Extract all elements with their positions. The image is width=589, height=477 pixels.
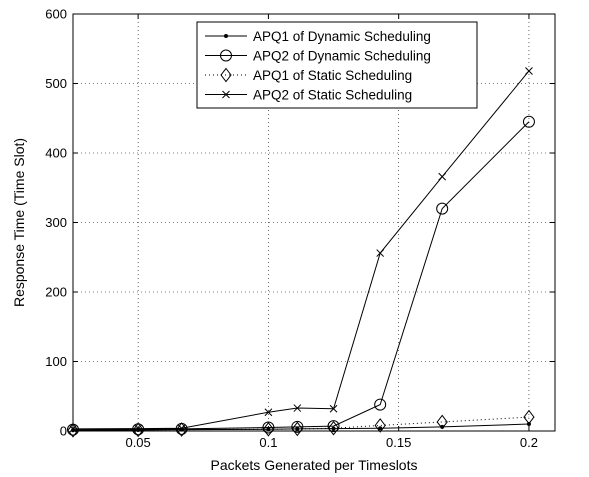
legend-entry: APQ1 of Dynamic Scheduling <box>205 29 431 44</box>
series-group <box>67 67 535 438</box>
data-point-circle <box>327 420 340 433</box>
x-tick-label: 0.2 <box>520 435 538 450</box>
x-tick-label: 0.05 <box>125 435 150 450</box>
data-point-diamond <box>436 414 448 430</box>
legend-label: APQ2 of Static Scheduling <box>253 88 412 103</box>
y-tick-label: 100 <box>45 354 67 369</box>
data-point-diamond <box>220 67 232 83</box>
y-tick-label: 400 <box>45 146 67 161</box>
y-tick-label: 300 <box>45 215 67 230</box>
x-tick-label: 0.1 <box>259 435 277 450</box>
series-2 <box>67 115 535 436</box>
data-point-circle <box>436 202 449 215</box>
data-point-diamond <box>291 421 303 437</box>
y-tick-label: 500 <box>45 76 67 91</box>
data-point-x <box>525 67 533 75</box>
data-point-x <box>438 172 447 181</box>
legend-label: APQ2 of Dynamic Scheduling <box>253 49 431 64</box>
series-line <box>72 121 530 431</box>
series-line <box>72 416 529 431</box>
data-point-diamond <box>67 422 79 438</box>
legend-entry: APQ1 of Static Scheduling <box>205 67 412 83</box>
data-point-diamond <box>523 409 535 425</box>
data-point-circle <box>291 420 304 433</box>
data-point-x <box>329 404 338 413</box>
data-point-circle <box>220 49 232 62</box>
data-point-dot <box>378 426 383 431</box>
data-point-diamond <box>132 422 144 438</box>
axis-ticks: 0.05 0.1 0.15 0.2 0 100 200 300 400 500 600 <box>45 7 555 450</box>
data-point-diamond <box>262 421 275 437</box>
data-point-dot <box>224 34 228 38</box>
data-point-circle <box>374 398 387 411</box>
y-axis-label: Response Time (Time Slot) <box>11 138 27 307</box>
data-point-x <box>293 404 302 412</box>
data-point-x <box>264 408 273 417</box>
data-point-x <box>222 90 230 99</box>
legend-entry: APQ2 of Static Scheduling <box>205 88 412 103</box>
y-tick-label: 0 <box>60 424 67 439</box>
data-point-diamond <box>374 418 386 433</box>
legend: APQ1 of Dynamic Scheduling APQ2 of Dynami… <box>196 21 478 109</box>
data-point-diamond <box>327 420 340 436</box>
x-tick-label: 0.15 <box>386 435 411 450</box>
x-axis-label: Packets Generated per Timeslots <box>211 457 418 473</box>
legend-label: APQ1 of Static Scheduling <box>253 68 412 83</box>
legend-entry: APQ2 of Dynamic Scheduling <box>205 49 431 64</box>
data-point-x <box>376 249 385 257</box>
legend-label: APQ1 of Dynamic Scheduling <box>253 29 431 44</box>
data-point-circle <box>522 115 535 128</box>
y-tick-label: 600 <box>45 7 67 22</box>
y-tick-label: 200 <box>45 285 67 300</box>
